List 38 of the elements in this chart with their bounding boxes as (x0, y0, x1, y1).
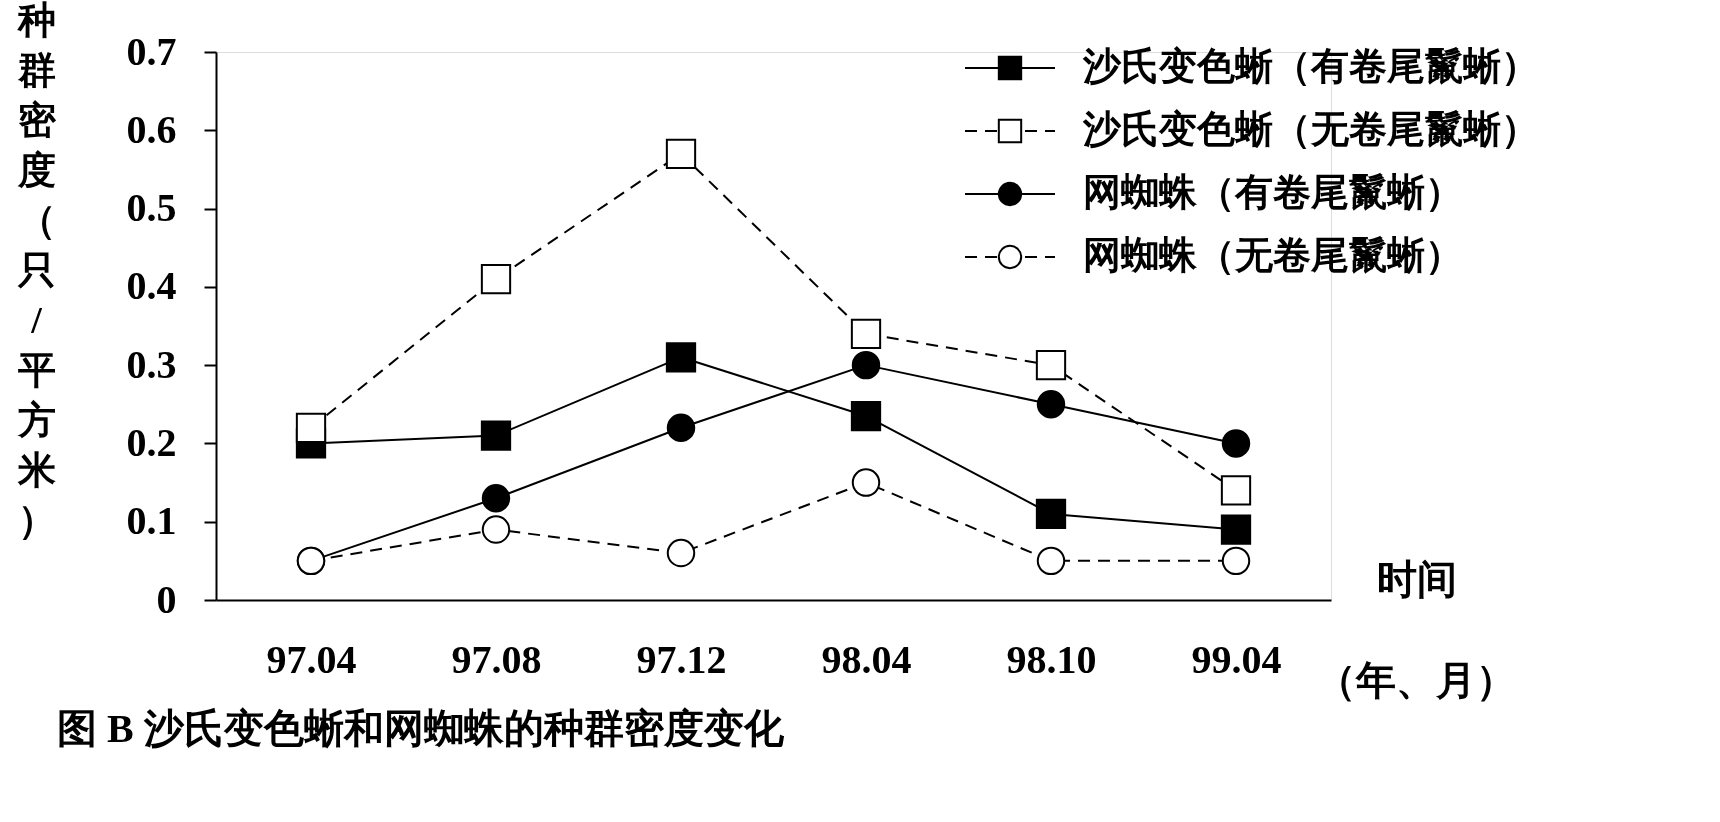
x-tick-label: 98.10 (1006, 636, 1097, 682)
point (665, 342, 697, 373)
point (480, 263, 512, 295)
y-tick-label: 0.5 (126, 185, 177, 231)
x-tick-label: 98.04 (821, 636, 912, 682)
text: 种群密度（只/平方米） (17, 0, 56, 541)
point (851, 350, 881, 380)
point (1035, 498, 1067, 530)
point (666, 413, 696, 442)
point (850, 400, 882, 432)
legend-label: 网蜘蛛（无卷尾鬣蜥） (1083, 234, 1463, 276)
x-tick-label: 97.12 (636, 636, 727, 682)
legend-label: 网蜘蛛（有卷尾鬣蜥） (1083, 171, 1463, 213)
y-tick-label: 0.6 (126, 106, 177, 152)
point (850, 318, 882, 349)
y-tick-label: 0.4 (126, 263, 177, 309)
legend-label: 沙氏变色蜥（无卷尾鬣蜥） (1082, 108, 1539, 150)
point (295, 412, 327, 443)
y-tick-label: 0 (156, 576, 177, 622)
point (481, 484, 511, 513)
x-tick-label: 99.04 (1191, 636, 1282, 682)
point (1220, 514, 1252, 545)
x-tick-label: 97.04 (266, 636, 357, 682)
y-tick-label: 0.7 (126, 28, 177, 74)
text: （年、月） (1316, 658, 1516, 703)
point (1036, 390, 1066, 419)
y-tick-label: 0.2 (126, 419, 177, 465)
point (1220, 475, 1252, 506)
point (665, 138, 697, 169)
text: 图 B 沙氏变色蜥和网蜘蛛的种群密度变化 (57, 706, 785, 751)
y-tick-label: 0.3 (126, 341, 177, 387)
point (1035, 350, 1067, 381)
point (1221, 429, 1251, 458)
x-tick-label: 97.08 (451, 636, 542, 682)
y-tick-label: 0.1 (126, 498, 177, 544)
legend-label: 沙氏变色蜥（有卷尾鬣蜥） (1082, 45, 1539, 87)
x-axis-title: 时间 (1376, 556, 1457, 602)
point (480, 420, 512, 451)
